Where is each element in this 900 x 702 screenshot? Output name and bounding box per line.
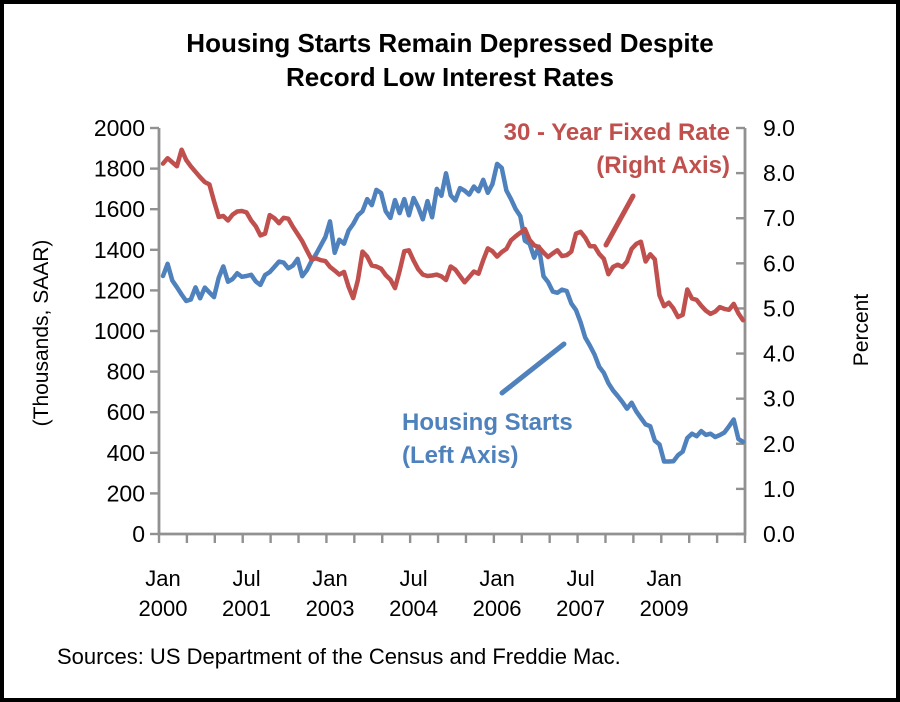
left-axis-tick-label: 1400 — [94, 237, 145, 263]
starts-callout — [499, 341, 567, 396]
fixed-rate-annotation-line-1: 30 - Year Fixed Rate — [503, 119, 730, 146]
right-axis-tick-label: 5.0 — [763, 295, 795, 321]
left-axis-tick-label: 2000 — [94, 115, 145, 141]
right-axis-tick-label: 3.0 — [763, 386, 795, 412]
right-axis-tick-label: 1.0 — [763, 476, 795, 502]
right-axis-tick-label: 7.0 — [763, 205, 795, 231]
series-line-fixed-rate — [160, 147, 746, 323]
x-axis-tick-label-year: 2003 — [306, 596, 355, 621]
left-axis-tick-label: 200 — [107, 480, 145, 506]
housing-starts-annotation-line-1: Housing Starts — [402, 409, 573, 436]
left-axis-tick-label: 0 — [132, 521, 145, 547]
x-axis-tick-label-month: Jan — [479, 566, 514, 591]
rate-callout — [603, 193, 636, 248]
right-axis-tick-label: 4.0 — [763, 341, 795, 367]
right-axis-tick-label: 0.0 — [763, 521, 795, 547]
right-axis-tick-label: 9.0 — [763, 115, 795, 141]
left-axis-tick-label: 1200 — [94, 277, 145, 303]
right-axis-tick-label: 6.0 — [763, 250, 795, 276]
left-axis-tick-label: 400 — [107, 440, 145, 466]
left-axis-tick-label: 800 — [107, 359, 145, 385]
fixed-rate-annotation-line-2: (Right Axis) — [596, 152, 730, 179]
x-axis-tick-label-month: Jan — [145, 566, 180, 591]
housing-starts-annotation-line-2: (Left Axis) — [402, 442, 519, 469]
x-axis-tick-label-year: 2001 — [222, 596, 271, 621]
right-axis-tick-label: 2.0 — [763, 431, 795, 457]
x-axis-tick-label-month: Jan — [312, 566, 347, 591]
x-axis-tick-label-month: Jan — [646, 566, 681, 591]
fixed-rate-annotation: 30 - Year Fixed Rate (Right Axis) — [504, 116, 730, 182]
housing-starts-annotation: Housing Starts (Left Axis) — [402, 406, 573, 472]
left-axis-tick-label: 1600 — [94, 196, 145, 222]
x-axis-tick-label-year: 2006 — [473, 596, 522, 621]
x-axis-tick-label-month: Jul — [399, 566, 427, 591]
chart-title: Housing Starts Remain Depressed Despite … — [0, 26, 900, 94]
left-axis-tick-label: 1000 — [94, 318, 145, 344]
x-axis-tick-label-year: 2009 — [640, 596, 689, 621]
axis-lines — [157, 128, 747, 536]
right-axis-tick-label: 8.0 — [763, 160, 795, 186]
x-axis-tick-label-year: 2007 — [556, 596, 605, 621]
x-axis-tick-label-year: 2000 — [139, 596, 188, 621]
series-line-housing-starts — [160, 161, 746, 464]
x-axis-tick-label-month: Jul — [232, 566, 260, 591]
left-axis-tick-label: 600 — [107, 399, 145, 425]
x-axis-tick-label-year: 2004 — [389, 596, 438, 621]
x-axis-tick-label-month: Jul — [567, 566, 595, 591]
chart-title-line-2: Record Low Interest Rates — [286, 62, 614, 92]
source-note: Sources: US Department of the Census and… — [57, 644, 621, 669]
left-axis-tick-label: 1800 — [94, 156, 145, 182]
chart-title-line-1: Housing Starts Remain Depressed Despite — [186, 28, 714, 58]
